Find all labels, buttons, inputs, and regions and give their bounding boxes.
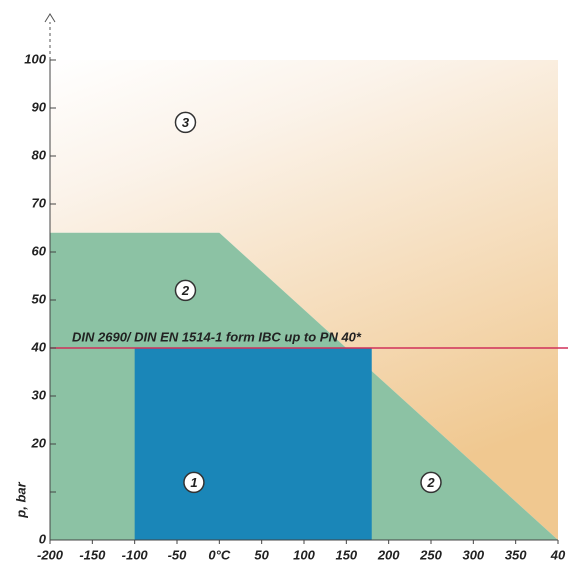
region [134, 348, 372, 540]
y-tick-label: 0 [39, 531, 47, 546]
y-tick-label: 100 [24, 51, 46, 66]
x-tick-label: 350 [505, 547, 527, 562]
reference-label: DIN 2690/ DIN EN 1514-1 form IBC up to P… [72, 329, 362, 344]
y-tick-label: 90 [32, 99, 47, 114]
region-badge [174, 279, 197, 302]
region-label: 3 [182, 115, 190, 130]
x-tick-label: 100 [293, 547, 315, 562]
x-tick-label: 150 [335, 547, 357, 562]
region-badge [183, 471, 205, 494]
y-tick-label: 50 [32, 291, 47, 306]
arrow-head [44, 13, 56, 23]
x-tick-label: 250 [419, 547, 442, 562]
x-tick-label: 200 [377, 547, 400, 562]
y-tick-label: 20 [31, 435, 47, 450]
y-tick-label: 80 [32, 147, 47, 162]
y-tick-label: 70 [32, 195, 47, 210]
y-tick-label: 60 [32, 243, 47, 258]
x-tick-label: -100 [122, 547, 149, 562]
region-label: 1 [190, 475, 197, 490]
x-tick-label: -200 [37, 547, 64, 562]
x-tick-label: -150 [79, 547, 106, 562]
region-label: 2 [181, 283, 190, 298]
y-tick-label: 30 [32, 387, 47, 402]
x-tick-label: 50 [254, 547, 269, 562]
region [50, 60, 558, 540]
x-tick-label: -50 [168, 547, 188, 562]
region-label: 2 [426, 475, 435, 490]
y-tick-label: 40 [31, 339, 47, 354]
region-badge [174, 111, 197, 134]
region-badge [420, 471, 442, 494]
x-tick-label: 40 [550, 547, 566, 562]
y-axis-label: p, bar [13, 481, 28, 518]
x-tick-label: 300 [462, 547, 484, 562]
x-tick-label: 0°C [208, 547, 230, 562]
